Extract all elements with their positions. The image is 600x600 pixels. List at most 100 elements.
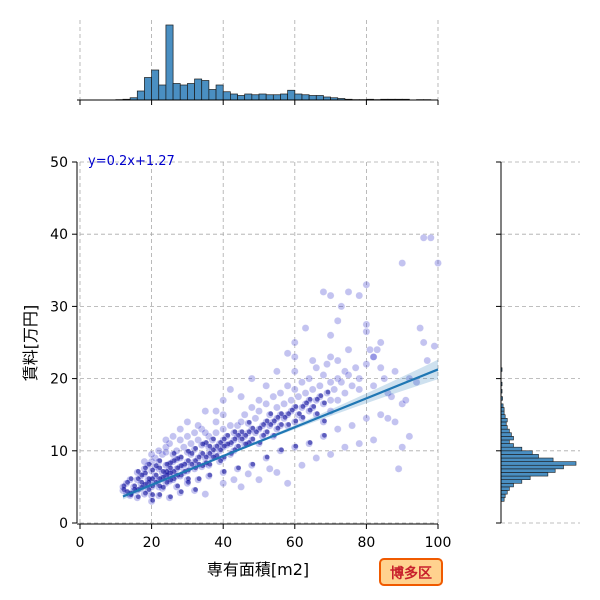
- district-badge-box: [379, 558, 443, 586]
- scatter-point-dense: [218, 458, 224, 464]
- scatter-point: [176, 436, 185, 444]
- y-axis-title: 賃料[万円]: [21, 305, 40, 382]
- x-tick-label: 40: [214, 535, 232, 551]
- scatter-point-dense: [143, 482, 148, 487]
- scatter-point: [201, 407, 210, 415]
- scatter-point: [341, 389, 349, 397]
- scatter-point-dense: [135, 469, 141, 474]
- scatter-point-dense: [314, 411, 320, 417]
- scatter-point-dense: [261, 432, 266, 438]
- scatter-point-dense: [325, 389, 331, 395]
- x-hist-bar: [172, 83, 181, 101]
- scatter-point-dense: [146, 487, 152, 492]
- scatter-point-dense: [246, 440, 252, 445]
- scatter-point: [255, 396, 263, 405]
- scatter-point: [348, 421, 356, 430]
- x-hist-bar: [158, 84, 167, 101]
- scatter-point-dense: [203, 440, 209, 445]
- scatter-point: [140, 457, 149, 466]
- scatter-point: [369, 381, 378, 390]
- scatter-point-dense: [257, 425, 263, 431]
- scatter-point: [326, 378, 335, 387]
- scatter-point-dense: [207, 472, 213, 478]
- y-hist-bar: [500, 454, 539, 459]
- scatter-point-dense: [203, 454, 209, 460]
- scatter-point-dense: [160, 474, 166, 480]
- scatter-point: [312, 454, 321, 462]
- scatter-point-dense: [146, 461, 152, 467]
- scatter-point-dense: [160, 469, 166, 474]
- scatter-point-dense: [271, 418, 277, 424]
- scatter-point-dense: [168, 494, 173, 500]
- x-axis-title: 専有面積[m2]: [207, 560, 309, 579]
- scatter-point-dense: [189, 451, 195, 456]
- scatter-point: [283, 349, 292, 358]
- scatter-point: [212, 428, 220, 437]
- scatter-point-dense: [150, 492, 156, 497]
- scatter-point: [376, 410, 385, 419]
- scatter-point-dense: [286, 411, 292, 417]
- x-hist-bar: [280, 93, 288, 101]
- scatter-point: [369, 353, 378, 361]
- y-hist-bar: [500, 425, 508, 430]
- scatter-point: [366, 345, 374, 354]
- scatter-point: [237, 483, 245, 491]
- scatter-point: [323, 360, 331, 369]
- scatter-point-dense: [214, 453, 220, 458]
- scatter-point-dense: [314, 396, 320, 402]
- y-hist-bar: [500, 482, 514, 488]
- scatter-point-dense: [135, 476, 141, 482]
- scatter-point: [380, 374, 389, 383]
- scatter-point: [319, 371, 328, 379]
- y-hist-bar: [500, 486, 510, 491]
- scatter-point-dense: [322, 400, 327, 406]
- scatter-point-dense: [168, 465, 173, 471]
- scatter-point: [362, 360, 371, 369]
- x-hist-bar: [187, 83, 195, 101]
- scatter-point: [301, 324, 310, 332]
- scatter-point-dense: [296, 411, 302, 417]
- scatter-point: [219, 479, 228, 488]
- y-hist-bar: [500, 490, 508, 495]
- scatter-point: [401, 396, 410, 405]
- scatter-point: [326, 331, 335, 340]
- scatter-point-dense: [250, 425, 256, 431]
- scatter-point-dense: [318, 393, 324, 399]
- scatter-point-dense: [178, 454, 184, 460]
- scatter-point-dense: [200, 451, 206, 456]
- scatter-point-dense: [254, 429, 259, 435]
- scatter-point: [237, 418, 245, 426]
- scatter-point-dense: [275, 414, 281, 420]
- x-hist-bar: [265, 94, 274, 101]
- scatter-point: [355, 439, 364, 448]
- scatter-point-dense: [211, 447, 216, 453]
- scatter-point: [301, 389, 310, 397]
- scatter-point-dense: [232, 429, 238, 435]
- scatter-point: [419, 233, 428, 242]
- scatter-point: [326, 396, 335, 405]
- scatter-point: [337, 378, 346, 387]
- scatter-point-dense: [164, 479, 170, 485]
- scatter-point: [387, 392, 396, 401]
- scatter-point: [394, 465, 403, 473]
- scatter-point: [319, 288, 328, 296]
- x-tick-label: 60: [286, 535, 304, 551]
- scatter-point: [162, 436, 170, 444]
- scatter-point: [312, 363, 321, 372]
- scatter-point: [416, 324, 424, 332]
- scatter-point: [341, 443, 349, 452]
- scatter-point-dense: [193, 458, 198, 464]
- scatter-point-dense: [132, 483, 138, 489]
- district-badge: 博多区: [379, 558, 443, 586]
- y-hist-bar: [500, 443, 514, 448]
- y-tick-label: 20: [50, 372, 68, 388]
- scatter-point-dense: [250, 461, 256, 467]
- scatter-point-dense: [293, 443, 299, 449]
- scatter-point: [244, 470, 253, 478]
- scatter-point: [376, 363, 385, 372]
- scatter-point-dense: [211, 436, 216, 442]
- scatter-point: [355, 374, 364, 383]
- scatter-point-dense: [168, 460, 173, 466]
- scatter-point: [226, 385, 235, 394]
- x-marginal-histogram: [77, 24, 439, 105]
